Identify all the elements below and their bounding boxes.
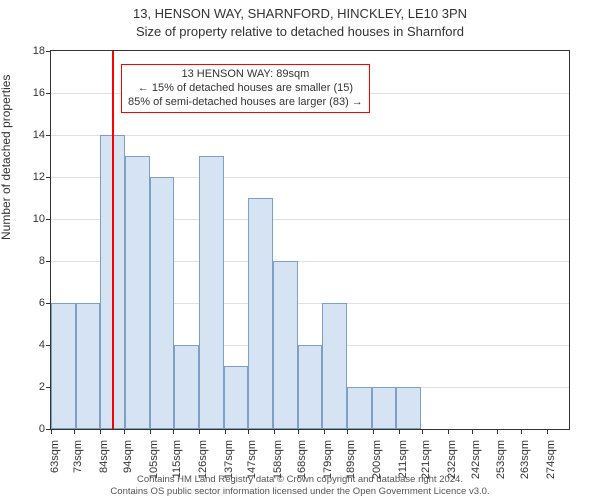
x-tick-label: 84sqm (98, 440, 110, 473)
x-tick-label: 200sqm (371, 440, 383, 479)
histogram-bar (224, 366, 249, 429)
x-tick-mark (225, 430, 226, 434)
y-tick-mark (46, 345, 50, 346)
x-tick-label: 73sqm (72, 440, 84, 473)
x-tick-mark (100, 430, 101, 434)
y-tick-label: 8 (15, 255, 45, 267)
x-tick-mark (399, 430, 400, 434)
x-tick-mark (199, 430, 200, 434)
x-tick-label: 158sqm (272, 440, 284, 479)
y-tick-mark (46, 177, 50, 178)
chart-title-address: 13, HENSON WAY, SHARNFORD, HINCKLEY, LE1… (0, 6, 600, 21)
x-tick-label: 63sqm (49, 440, 61, 473)
x-tick-label: 189sqm (345, 440, 357, 479)
y-tick-label: 10 (15, 213, 45, 225)
y-tick-label: 14 (15, 129, 45, 141)
y-tick-label: 16 (15, 87, 45, 99)
x-tick-mark (373, 430, 374, 434)
y-axis-label: Number of detached properties (0, 75, 13, 240)
histogram-bar (174, 345, 199, 429)
x-tick-mark (472, 430, 473, 434)
histogram-bar (273, 261, 298, 429)
x-tick-mark (422, 430, 423, 434)
histogram-bar (150, 177, 175, 429)
x-tick-mark (347, 430, 348, 434)
plot-area: 13 HENSON WAY: 89sqm← 15% of detached ho… (50, 50, 570, 430)
x-tick-label: 126sqm (197, 440, 209, 479)
y-tick-mark (46, 387, 50, 388)
x-tick-mark (274, 430, 275, 434)
x-tick-label: 274sqm (545, 440, 557, 479)
x-tick-mark (521, 430, 522, 434)
y-tick-mark (46, 219, 50, 220)
x-tick-label: 232sqm (446, 440, 458, 479)
x-tick-mark (74, 430, 75, 434)
y-tick-mark (46, 51, 50, 52)
grid-line (51, 135, 569, 136)
x-tick-label: 221sqm (420, 440, 432, 479)
x-tick-label: 94sqm (122, 440, 134, 473)
annotation-line: ← 15% of detached houses are smaller (15… (128, 82, 363, 96)
x-tick-label: 105sqm (148, 440, 160, 479)
histogram-bar (76, 303, 101, 429)
histogram-bar (347, 387, 372, 429)
y-tick-mark (46, 429, 50, 430)
y-tick-label: 0 (15, 423, 45, 435)
x-tick-label: 137sqm (223, 440, 235, 479)
y-tick-label: 6 (15, 297, 45, 309)
y-tick-label: 12 (15, 171, 45, 183)
x-tick-label: 147sqm (246, 440, 258, 479)
histogram-bar (372, 387, 397, 429)
annotation-box: 13 HENSON WAY: 89sqm← 15% of detached ho… (121, 64, 370, 113)
x-tick-mark (298, 430, 299, 434)
annotation-line: 13 HENSON WAY: 89sqm (128, 68, 363, 82)
histogram-bar (51, 303, 76, 429)
x-tick-label: 253sqm (495, 440, 507, 479)
histogram-bar (248, 198, 273, 429)
x-tick-label: 242sqm (470, 440, 482, 479)
y-tick-mark (46, 261, 50, 262)
histogram-bar (199, 156, 224, 429)
x-tick-label: 211sqm (397, 440, 409, 478)
x-tick-label: 179sqm (322, 440, 334, 479)
y-tick-label: 2 (15, 381, 45, 393)
y-tick-label: 18 (15, 45, 45, 57)
reference-line (112, 51, 114, 429)
chart-container: 13, HENSON WAY, SHARNFORD, HINCKLEY, LE1… (0, 0, 600, 500)
annotation-line: 85% of semi-detached houses are larger (… (128, 96, 363, 110)
x-tick-label: 168sqm (296, 440, 308, 479)
x-tick-mark (51, 430, 52, 434)
y-tick-mark (46, 93, 50, 94)
x-tick-mark (448, 430, 449, 434)
x-tick-mark (547, 430, 548, 434)
x-tick-label: 115sqm (171, 440, 183, 478)
x-tick-mark (324, 430, 325, 434)
histogram-bar (298, 345, 323, 429)
y-tick-label: 4 (15, 339, 45, 351)
histogram-bar (322, 303, 347, 429)
x-tick-label: 263sqm (519, 440, 531, 479)
x-tick-mark (248, 430, 249, 434)
chart-title-subtitle: Size of property relative to detached ho… (0, 24, 600, 39)
x-tick-mark (150, 430, 151, 434)
x-tick-mark (124, 430, 125, 434)
footer-line-2: Contains OS public sector information li… (0, 486, 600, 497)
x-tick-mark (497, 430, 498, 434)
histogram-bar (396, 387, 421, 429)
y-tick-mark (46, 135, 50, 136)
histogram-bar (125, 156, 150, 429)
x-tick-mark (173, 430, 174, 434)
y-tick-mark (46, 303, 50, 304)
